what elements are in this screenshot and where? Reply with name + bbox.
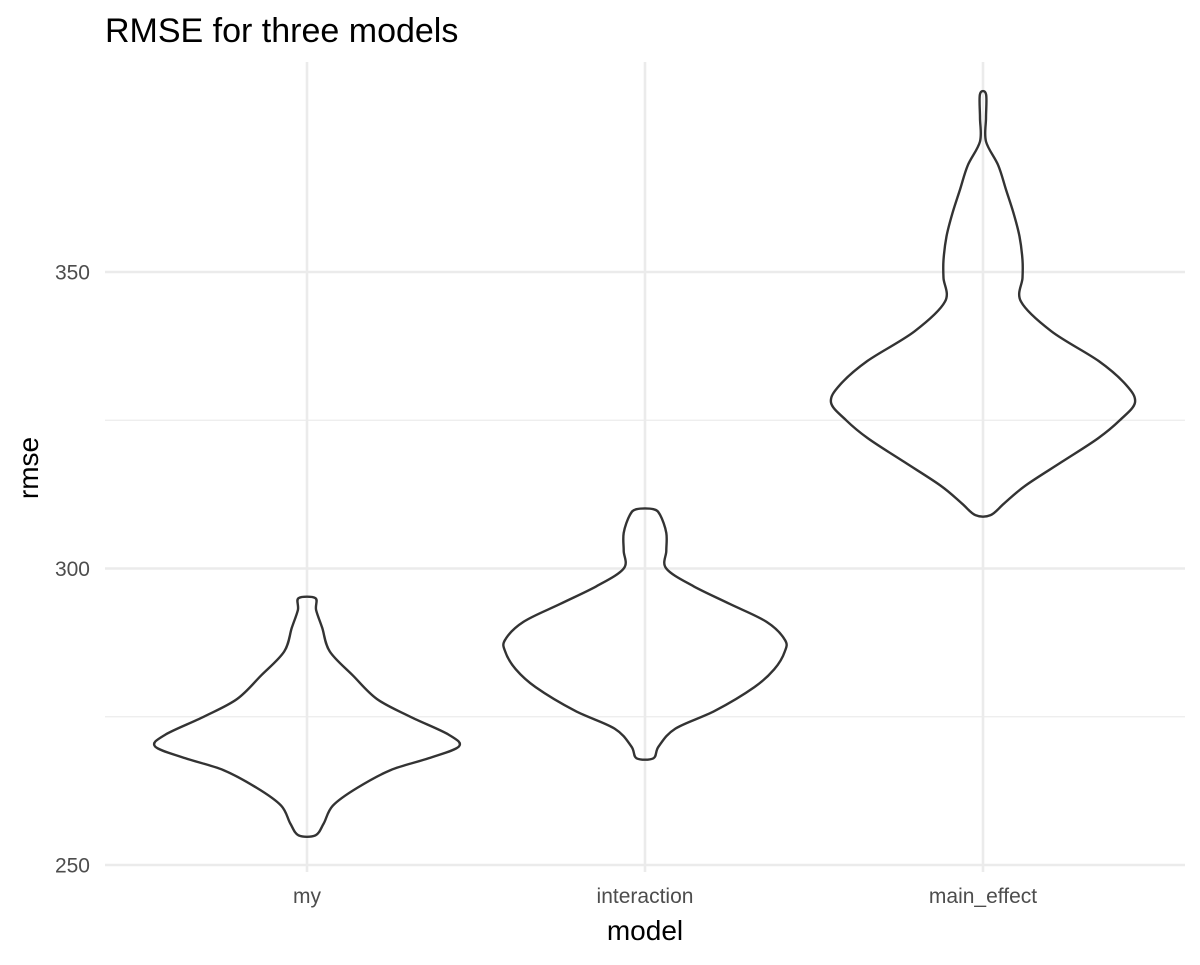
- x-tick-label: my: [293, 885, 321, 908]
- violin-main_effect: [829, 89, 1137, 518]
- violin-interaction: [502, 507, 788, 761]
- y-tick-label: 300: [55, 558, 90, 581]
- violin-my: [152, 595, 462, 839]
- tick-layer: 250 300 350 my interaction main_effect: [55, 262, 1037, 909]
- chart-title: RMSE for three models: [105, 12, 458, 50]
- y-tick-label: 350: [55, 262, 90, 285]
- x-tick-label: main_effect: [929, 885, 1037, 908]
- grid-layer: [105, 62, 1185, 872]
- violin-layer: [152, 89, 1137, 839]
- x-axis-label: model: [607, 915, 683, 946]
- y-tick-label: 250: [55, 855, 90, 878]
- x-tick-label: interaction: [597, 885, 694, 908]
- y-axis-label: rmse: [13, 437, 44, 499]
